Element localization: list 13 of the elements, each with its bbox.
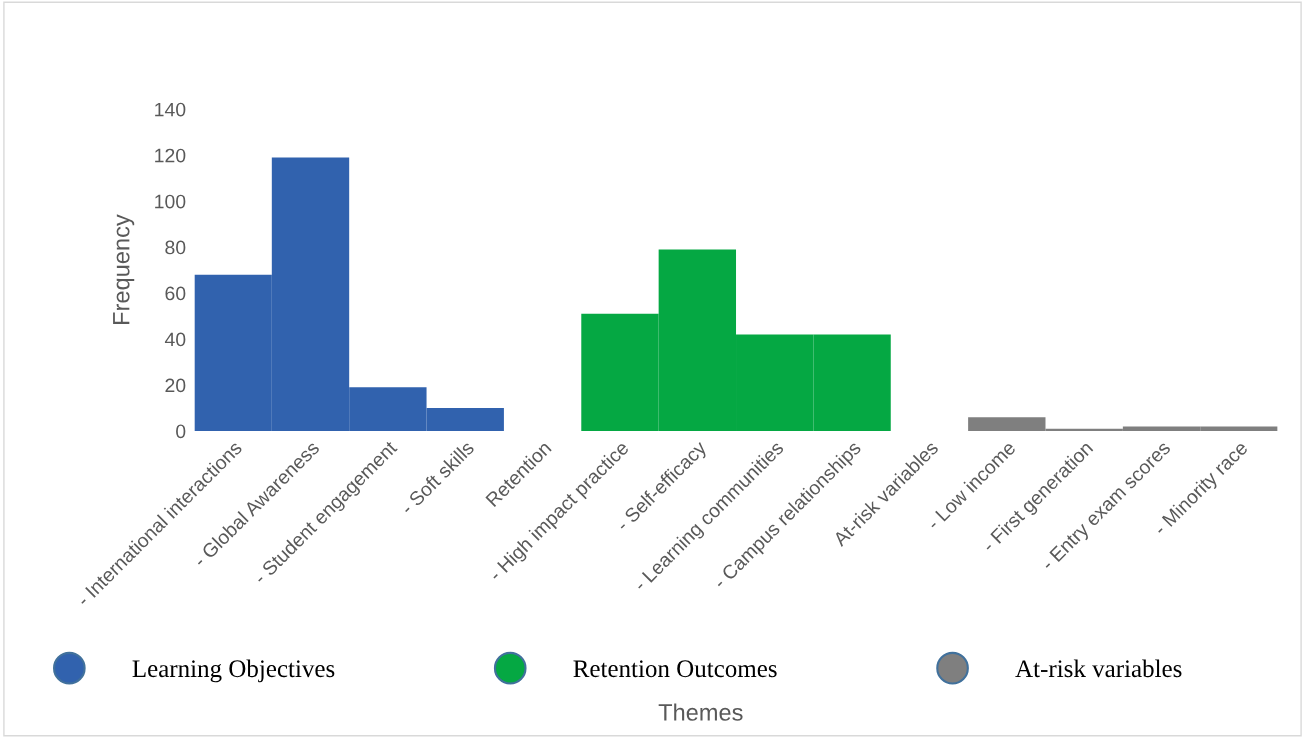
y-axis-title: Frequency xyxy=(113,214,135,324)
y-tick-label: 140 xyxy=(155,102,186,117)
y-tick-label: 120 xyxy=(155,148,186,163)
legend-label: Retention Outcomes xyxy=(573,660,777,678)
y-tick-label: 20 xyxy=(165,378,186,393)
y-tick-label: 80 xyxy=(165,240,186,255)
x-axis-title: Themes xyxy=(658,703,743,721)
y-tick-label: 100 xyxy=(155,194,186,209)
y-tick-label: 60 xyxy=(165,286,186,301)
y-tick-label: 40 xyxy=(164,332,186,347)
legend-label: At-risk variables xyxy=(1015,659,1182,678)
y-tick-label: 0 xyxy=(176,424,186,439)
legend-label: Learning Objectives xyxy=(132,659,335,683)
